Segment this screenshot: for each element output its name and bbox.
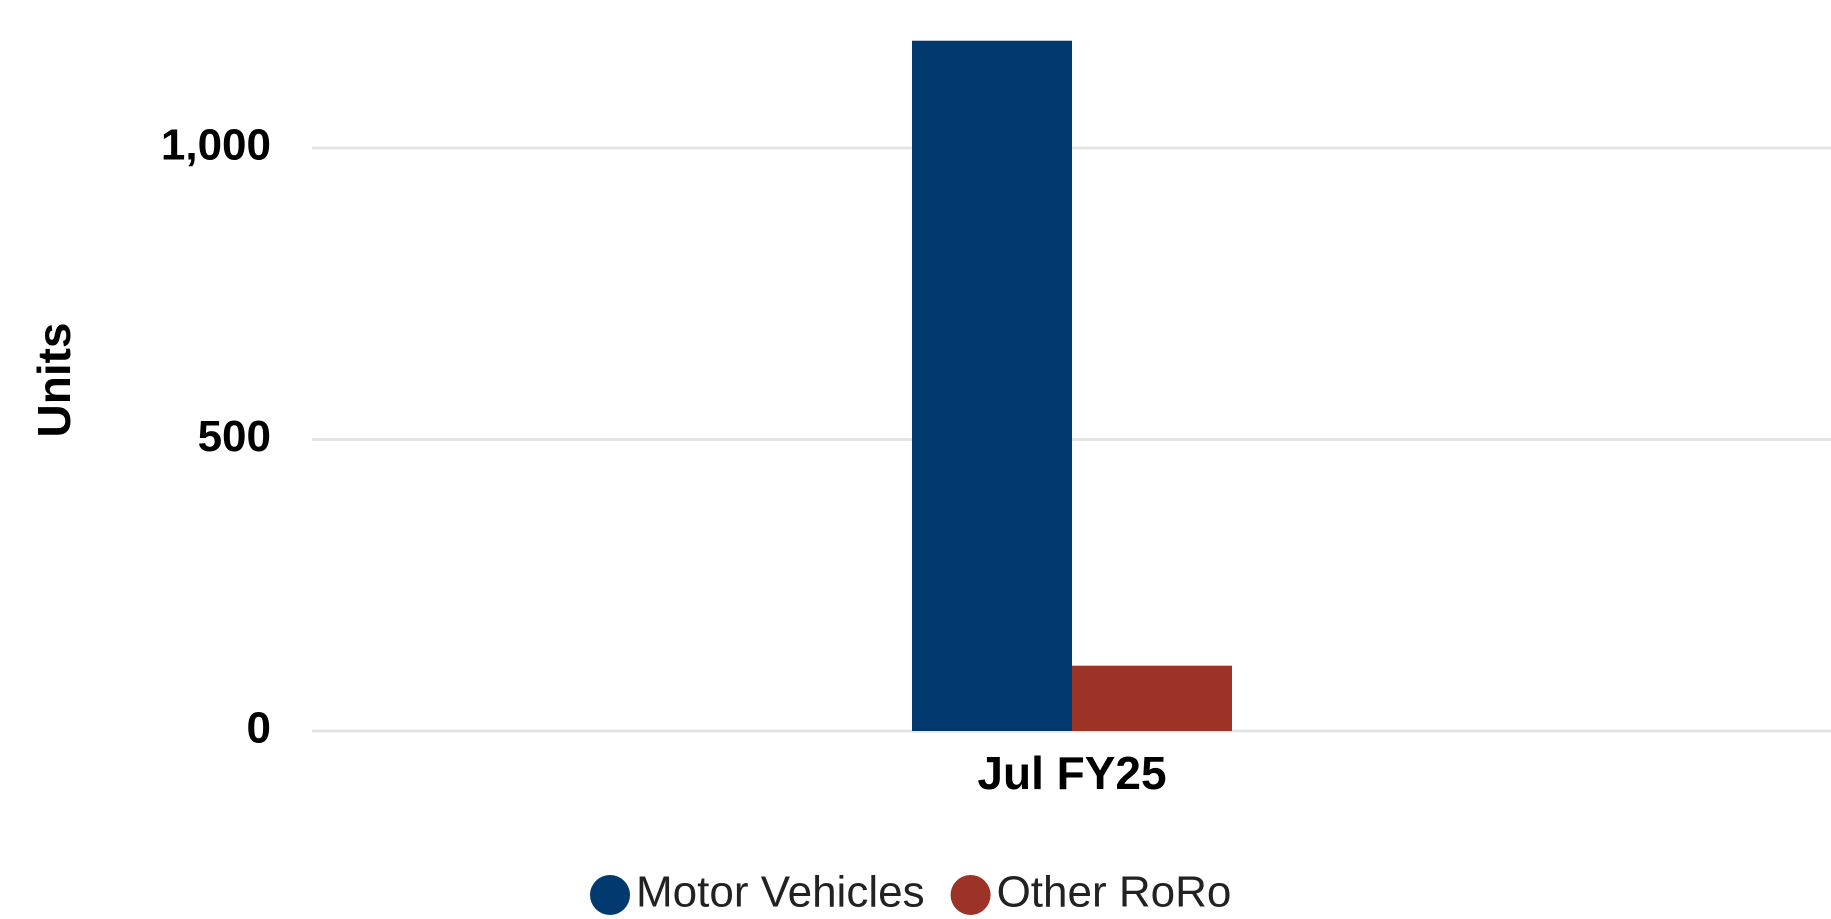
y-tick-label: 0 (247, 704, 271, 753)
y-tick-label: 1,000 (161, 121, 271, 170)
y-axis-label: Units (28, 323, 80, 438)
legend-marker (590, 875, 630, 915)
y-tick-label: 500 (198, 412, 271, 461)
legend-marker (950, 875, 991, 915)
x-tick-label: Jul FY25 (977, 747, 1166, 799)
legend-label: Motor Vehicles (636, 868, 925, 917)
bar (912, 40, 1072, 731)
legend-label: Other RoRo (997, 868, 1232, 917)
bar (1072, 665, 1232, 731)
